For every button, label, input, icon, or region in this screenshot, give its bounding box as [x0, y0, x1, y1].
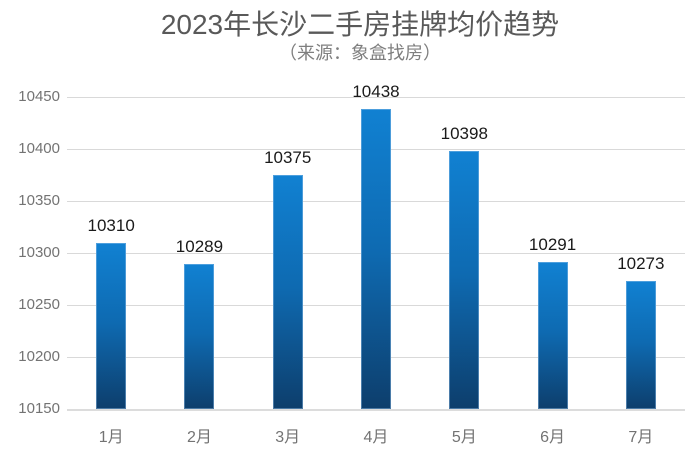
- bar-2月: [184, 264, 215, 409]
- x-tick-label: 3月: [275, 429, 301, 446]
- bar-1月: [96, 242, 127, 409]
- bar-column-4月: 10438: [332, 82, 420, 409]
- y-tick-label: 10450: [18, 88, 60, 105]
- bar-column-6月: 10291: [508, 97, 596, 409]
- y-tick-label: 10200: [18, 348, 60, 365]
- x-tick-label: 6月: [540, 429, 565, 446]
- x-tick-label: 7月: [628, 429, 654, 446]
- bar-value-label: 10291: [528, 235, 577, 255]
- bar-4月: [360, 109, 391, 409]
- bar-6月: [537, 262, 568, 409]
- x-tick-label: 2月: [186, 429, 212, 446]
- bar-column-5月: 10398: [420, 97, 508, 409]
- x-tick-label: 1月: [98, 429, 124, 446]
- y-tick-label: 10150: [18, 400, 60, 417]
- bar-column-7月: 10273: [597, 97, 685, 409]
- chart-subtitle: （来源：象盒找房）: [279, 43, 441, 63]
- bar-3月: [272, 175, 303, 409]
- y-axis: 10450 10400 10350 10300 10250 10200 10150: [0, 89, 60, 417]
- plot-area: 10310 10289 10375 10438 10398 10291 10273: [67, 82, 685, 411]
- bar-value-label: 10289: [175, 237, 224, 257]
- bar-value-label: 10438: [352, 82, 400, 102]
- bar-5月: [449, 151, 480, 409]
- y-tick-label: 10400: [18, 140, 60, 157]
- bar-7月: [625, 281, 656, 409]
- bar-column-1月: 10310: [67, 97, 155, 409]
- y-tick-label: 10300: [18, 244, 60, 261]
- bar-value-label: 10398: [440, 124, 488, 144]
- bar-column-3月: 10375: [244, 97, 332, 409]
- bar-value-label: 10273: [617, 254, 665, 274]
- bar-value-label: 10310: [87, 215, 135, 235]
- chart-header: 2023年长沙二手房挂牌均价趋势 （来源：象盒找房）: [28, 8, 692, 64]
- x-tick-label: 5月: [451, 429, 477, 446]
- bar-column-2月: 10289: [155, 97, 243, 409]
- gridline: [67, 97, 685, 98]
- x-axis: 1月 2月 3月 4月 5月 6月 7月: [67, 411, 685, 447]
- bar-value-label: 10375: [264, 148, 312, 167]
- y-tick-label: 10250: [18, 296, 60, 313]
- chart-title: 2023年长沙二手房挂牌均价趋势: [160, 9, 560, 40]
- bar-row: 10310 10289 10375 10438 10398 10291 10273: [67, 82, 685, 409]
- y-tick-label: 10350: [18, 192, 60, 209]
- x-tick-label: 4月: [363, 429, 389, 446]
